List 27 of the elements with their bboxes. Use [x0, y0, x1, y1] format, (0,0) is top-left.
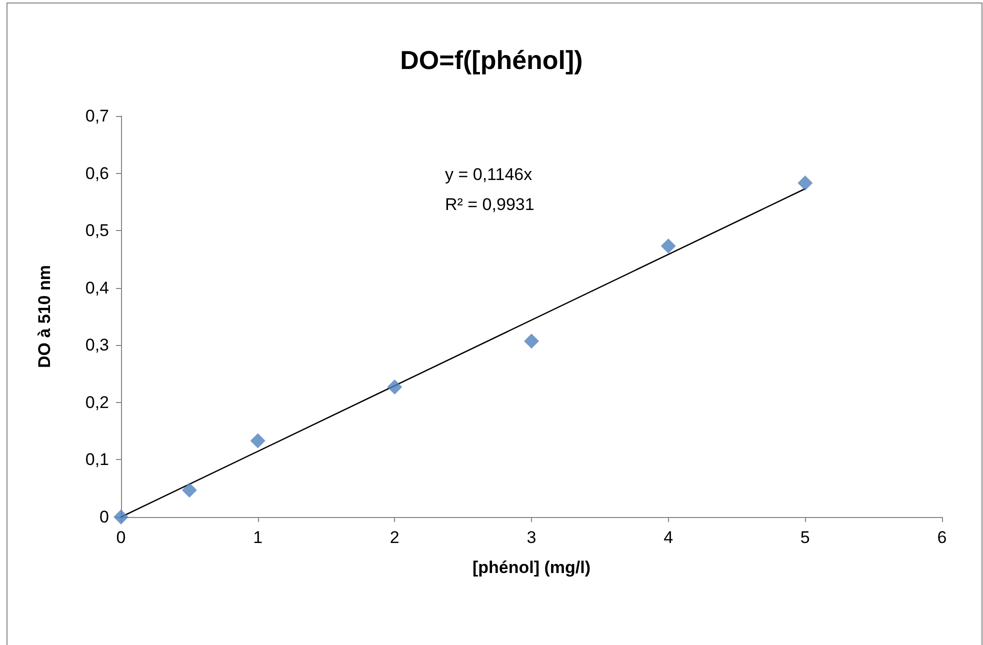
x-tick-label: 0 [116, 528, 126, 547]
x-tick-label: 4 [664, 528, 674, 547]
y-tick-label: 0,2 [85, 392, 109, 412]
x-axis-title: [phénol] (mg/l) [472, 558, 591, 577]
x-tick-label: 2 [390, 528, 400, 547]
y-tick-label: 0,1 [85, 450, 109, 470]
x-tick-label: 6 [937, 528, 947, 547]
y-tick-label: 0 [100, 508, 109, 526]
chart-title: DO=f([phénol]) [400, 45, 583, 75]
annotation: R² = 0,9931 [445, 195, 534, 214]
y-tick-label: 0,7 [85, 106, 109, 126]
point [182, 482, 197, 498]
point [387, 379, 402, 394]
point [114, 510, 128, 524]
y-tick-label: 0,3 [85, 336, 109, 355]
point [798, 176, 813, 191]
point [524, 334, 539, 349]
x-tick-label: 1 [253, 528, 263, 547]
point [250, 433, 266, 448]
annotation: y = 0,1146x [445, 165, 533, 184]
point [660, 238, 676, 254]
y-axis-title: DO à 510 nm [35, 265, 54, 368]
y-tick-label: 0,5 [85, 221, 109, 240]
x-tick-label: 5 [800, 528, 810, 547]
y-tick-label: 0,6 [85, 164, 109, 183]
y-tick-label: 0,4 [85, 278, 109, 298]
x-tick-label: 3 [526, 528, 536, 547]
